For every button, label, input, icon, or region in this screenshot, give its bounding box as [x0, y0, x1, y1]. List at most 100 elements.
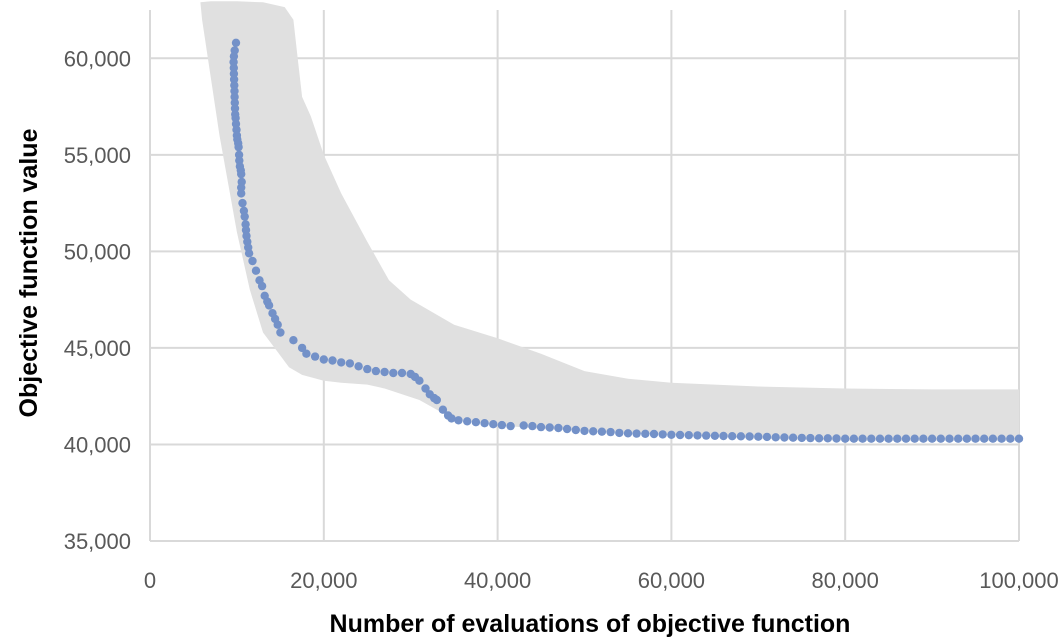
data-point: [780, 433, 789, 442]
data-point: [580, 426, 589, 436]
data-point: [251, 266, 261, 275]
data-point: [710, 431, 720, 440]
data-point: [649, 429, 659, 439]
data-point: [389, 368, 398, 378]
data-point: [936, 434, 945, 443]
data-point: [884, 434, 893, 443]
data-point: [702, 431, 711, 440]
data-point: [471, 418, 481, 427]
data-series: [229, 38, 1024, 443]
data-point: [927, 434, 937, 443]
data-point: [337, 358, 346, 367]
data-point: [447, 414, 456, 423]
data-point: [248, 256, 257, 266]
data-point: [438, 405, 448, 414]
data-point: [536, 422, 546, 432]
x-axis-title: Number of evaluations of objective funct…: [330, 610, 851, 638]
data-point: [849, 434, 859, 443]
data-point: [421, 384, 430, 393]
data-point: [858, 434, 867, 443]
data-point: [606, 427, 615, 437]
data-point: [632, 429, 641, 438]
data-point: [264, 301, 274, 310]
data-point: [397, 368, 407, 378]
range-band-area: [200, 1, 1019, 441]
data-point: [589, 427, 598, 436]
data-point: [273, 320, 282, 329]
x-tick-label: 60,000: [638, 568, 705, 593]
data-point: [328, 356, 337, 365]
data-point: [867, 434, 876, 443]
data-point: [754, 432, 763, 441]
data-point: [667, 430, 676, 439]
data-point: [841, 434, 850, 443]
data-point: [519, 421, 528, 430]
x-tick-label: 20,000: [290, 568, 357, 593]
data-point: [893, 434, 902, 443]
data-point: [571, 425, 580, 435]
x-tick-label: 100,000: [979, 568, 1059, 593]
data-point: [489, 420, 498, 429]
data-point: [310, 352, 320, 361]
data-point: [237, 183, 246, 192]
data-point: [788, 433, 798, 442]
y-tick-label: 50,000: [64, 239, 131, 264]
data-point: [528, 421, 537, 431]
y-axis-title: Objective function value: [15, 128, 43, 417]
data-point: [745, 432, 754, 441]
data-point: [762, 432, 772, 442]
data-point: [554, 423, 563, 433]
data-point: [345, 359, 355, 368]
data-point: [244, 249, 254, 258]
range-band: [200, 1, 1019, 441]
data-point: [1014, 434, 1024, 443]
data-point: [545, 423, 554, 432]
data-point: [231, 38, 241, 47]
data-point: [719, 431, 728, 441]
data-point: [230, 86, 239, 96]
data-point: [289, 336, 298, 345]
data-point: [257, 281, 267, 291]
data-point: [693, 431, 702, 440]
tick-labels: 0 20,000 40,000 60,000 80,000 100,000 35,000 40…: [64, 46, 1059, 593]
data-point: [910, 434, 919, 443]
data-point: [371, 366, 381, 376]
y-tick-label: 60,000: [64, 46, 131, 71]
data-point: [615, 428, 624, 438]
data-point: [971, 434, 980, 443]
data-point: [380, 367, 389, 377]
data-point: [954, 434, 963, 443]
data-point: [229, 63, 238, 73]
data-point: [623, 429, 633, 438]
y-tick-label: 40,000: [64, 432, 131, 457]
data-point: [506, 421, 515, 431]
data-point: [875, 434, 885, 443]
data-point: [432, 395, 441, 405]
data-point: [240, 212, 249, 221]
data-point: [736, 432, 746, 441]
y-tick-label: 35,000: [64, 529, 131, 554]
data-point: [945, 434, 954, 443]
data-point: [363, 364, 372, 374]
data-point: [415, 376, 424, 385]
data-point: [354, 362, 363, 371]
data-point: [814, 434, 824, 443]
data-point: [497, 420, 507, 430]
data-point: [797, 433, 806, 443]
data-point: [919, 434, 928, 443]
data-point: [658, 430, 667, 439]
data-point: [302, 349, 311, 358]
data-point: [597, 427, 607, 436]
data-point: [641, 429, 650, 438]
data-point: [675, 430, 685, 440]
data-point: [463, 417, 472, 426]
data-point: [238, 198, 247, 208]
data-point: [1006, 434, 1015, 443]
x-tick-label: 0: [144, 568, 156, 593]
data-point: [480, 419, 489, 428]
data-point: [806, 433, 815, 443]
data-point: [980, 434, 989, 443]
data-point: [234, 142, 243, 152]
data-point: [997, 434, 1006, 443]
